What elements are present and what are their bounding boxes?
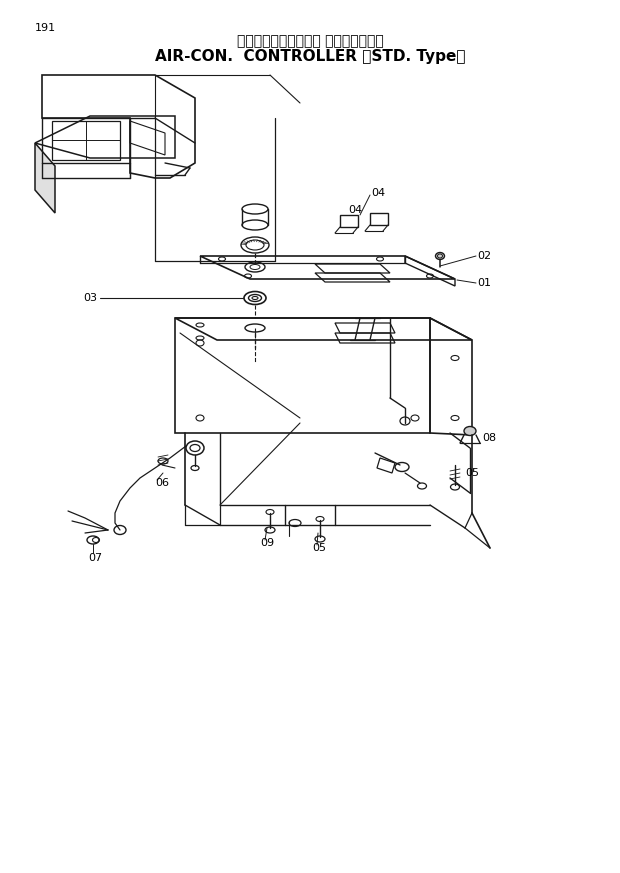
- Text: 01: 01: [477, 278, 491, 288]
- Text: 06: 06: [155, 478, 169, 488]
- Text: 04: 04: [371, 188, 385, 198]
- Text: 07: 07: [88, 553, 102, 563]
- Text: 09: 09: [260, 538, 274, 548]
- Text: 08: 08: [482, 433, 496, 443]
- Text: 03: 03: [83, 293, 97, 303]
- Ellipse shape: [464, 427, 476, 436]
- Text: 191: 191: [35, 23, 56, 33]
- Text: 05: 05: [312, 543, 326, 553]
- Ellipse shape: [435, 252, 445, 259]
- Polygon shape: [35, 143, 55, 213]
- Text: エアコンコントローラ （内気循環式）: エアコンコントローラ （内気循環式）: [237, 34, 383, 48]
- Text: 04: 04: [348, 205, 362, 215]
- Text: 02: 02: [477, 251, 491, 261]
- Text: AIR-CON.  CONTROLLER 〈STD. Type〉: AIR-CON. CONTROLLER 〈STD. Type〉: [155, 49, 465, 64]
- Text: 05: 05: [465, 468, 479, 478]
